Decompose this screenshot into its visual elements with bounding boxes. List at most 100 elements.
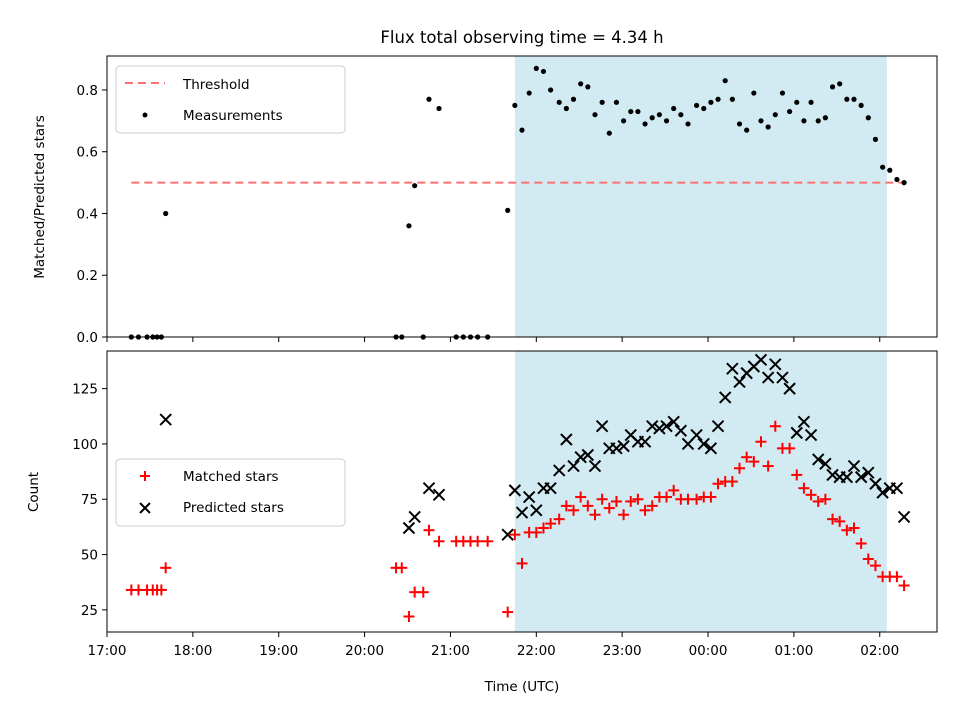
predicted-point bbox=[819, 457, 832, 471]
matched-point bbox=[396, 562, 408, 574]
measurement-point bbox=[865, 115, 871, 121]
predicted-point bbox=[530, 504, 543, 517]
x-tick-label: 22:00 bbox=[517, 643, 556, 659]
bottom-panel: 25 50 75 100 125 17:00 18:00 19:00 20:00 21:00 22… bbox=[26, 350, 938, 695]
matched-legend-label: Matched stars bbox=[183, 469, 279, 485]
bottom-legend-box bbox=[115, 458, 346, 527]
matched-point bbox=[762, 460, 774, 472]
matched-point bbox=[841, 524, 853, 536]
bottom-y-tick-label: 100 bbox=[72, 437, 98, 453]
matched-point bbox=[589, 509, 601, 521]
measurement-point bbox=[765, 124, 771, 130]
x-tick-label: 17:00 bbox=[88, 643, 127, 659]
predicted-point bbox=[862, 466, 875, 479]
matched-point bbox=[160, 562, 172, 574]
predicted-point bbox=[812, 453, 825, 466]
matched-point bbox=[755, 436, 767, 448]
measurement-point bbox=[685, 121, 691, 127]
x-tick-label: 19:00 bbox=[259, 643, 298, 659]
matched-point bbox=[545, 518, 557, 530]
measurement-point bbox=[851, 96, 857, 102]
matched-point bbox=[734, 462, 746, 474]
x-tick-label: 18:00 bbox=[173, 643, 212, 659]
predicted-point bbox=[718, 391, 732, 404]
measurement-point bbox=[406, 223, 412, 229]
measurement-point bbox=[772, 112, 778, 118]
predicted-point bbox=[408, 510, 421, 524]
measurement-point bbox=[787, 108, 793, 115]
predicted-point bbox=[726, 362, 739, 375]
measurement-point bbox=[635, 108, 641, 115]
predicted-point bbox=[804, 428, 818, 442]
predicted-point bbox=[733, 375, 746, 389]
predicted-point bbox=[797, 415, 811, 429]
top-y-tick-label: 0.6 bbox=[77, 145, 98, 161]
measurement-point bbox=[671, 105, 677, 112]
measurement-point bbox=[822, 115, 828, 121]
x-tick-label: 21:00 bbox=[431, 643, 470, 659]
matched-point bbox=[537, 522, 549, 534]
predicted-point bbox=[660, 420, 673, 433]
matched-point bbox=[632, 493, 644, 505]
predicted-point bbox=[704, 442, 718, 455]
x-tick-label: 02:00 bbox=[860, 643, 899, 659]
predicted-point bbox=[552, 464, 566, 477]
matched-point bbox=[610, 495, 622, 507]
matched-point bbox=[705, 491, 717, 503]
matched-point bbox=[625, 495, 637, 507]
top-y-tick-label: 0.0 bbox=[77, 330, 98, 346]
bottom-y-tick-label: 25 bbox=[81, 603, 98, 619]
matched-point bbox=[575, 491, 587, 503]
predicted-point bbox=[754, 353, 768, 367]
measurement-point bbox=[808, 99, 814, 105]
measurement-point bbox=[779, 90, 786, 96]
measurement-point bbox=[512, 102, 518, 109]
matched-point bbox=[155, 584, 167, 596]
measurement-point bbox=[412, 183, 418, 189]
top-observing-band bbox=[514, 56, 887, 337]
matched-point bbox=[530, 526, 542, 538]
predicted-point bbox=[847, 459, 861, 473]
matched-point bbox=[691, 493, 703, 505]
matched-point bbox=[433, 535, 445, 547]
matched-point bbox=[661, 491, 673, 503]
matched-point bbox=[417, 586, 429, 598]
predicted-point bbox=[869, 477, 882, 490]
measurement-point bbox=[693, 102, 700, 109]
x-tick-label: 00:00 bbox=[689, 643, 728, 659]
predicted-point bbox=[776, 371, 789, 384]
top-y-axis-label: Matched/Predicted stars bbox=[32, 115, 48, 278]
measurement-point bbox=[656, 112, 662, 118]
matched-point bbox=[805, 489, 817, 501]
measurement-point bbox=[858, 102, 864, 109]
predicted-legend-swatch bbox=[139, 502, 151, 514]
figure-title: Flux total observing time = 4.34 h bbox=[380, 28, 663, 47]
matched-point bbox=[855, 537, 867, 549]
matched-point bbox=[769, 420, 781, 432]
predicted-point bbox=[890, 481, 904, 495]
top-axes-frame bbox=[106, 55, 938, 338]
measurement-point bbox=[526, 90, 532, 96]
measurement-point bbox=[548, 87, 554, 93]
measurement-point bbox=[556, 99, 562, 105]
predicted-point bbox=[159, 413, 172, 426]
top-data-marks bbox=[128, 65, 907, 340]
matched-point bbox=[812, 495, 824, 507]
predicted-point bbox=[653, 422, 666, 435]
predicted-point bbox=[422, 481, 436, 495]
measurement-point bbox=[621, 118, 627, 124]
top-y-tick-label: 0.2 bbox=[77, 268, 98, 284]
predicted-point bbox=[588, 459, 602, 473]
matched-point bbox=[784, 442, 796, 454]
measurement-point bbox=[678, 112, 684, 118]
predicted-legend-label: Predicted stars bbox=[183, 500, 284, 516]
matched-point bbox=[869, 560, 881, 572]
top-y-tick-label: 0.4 bbox=[77, 206, 98, 222]
top-legend-box bbox=[115, 65, 346, 134]
matched-point bbox=[568, 504, 580, 516]
measurement-point bbox=[829, 84, 836, 90]
matched-point bbox=[712, 478, 724, 490]
matched-point bbox=[862, 553, 874, 565]
matched-point bbox=[502, 606, 514, 618]
measurement-point bbox=[815, 118, 821, 124]
